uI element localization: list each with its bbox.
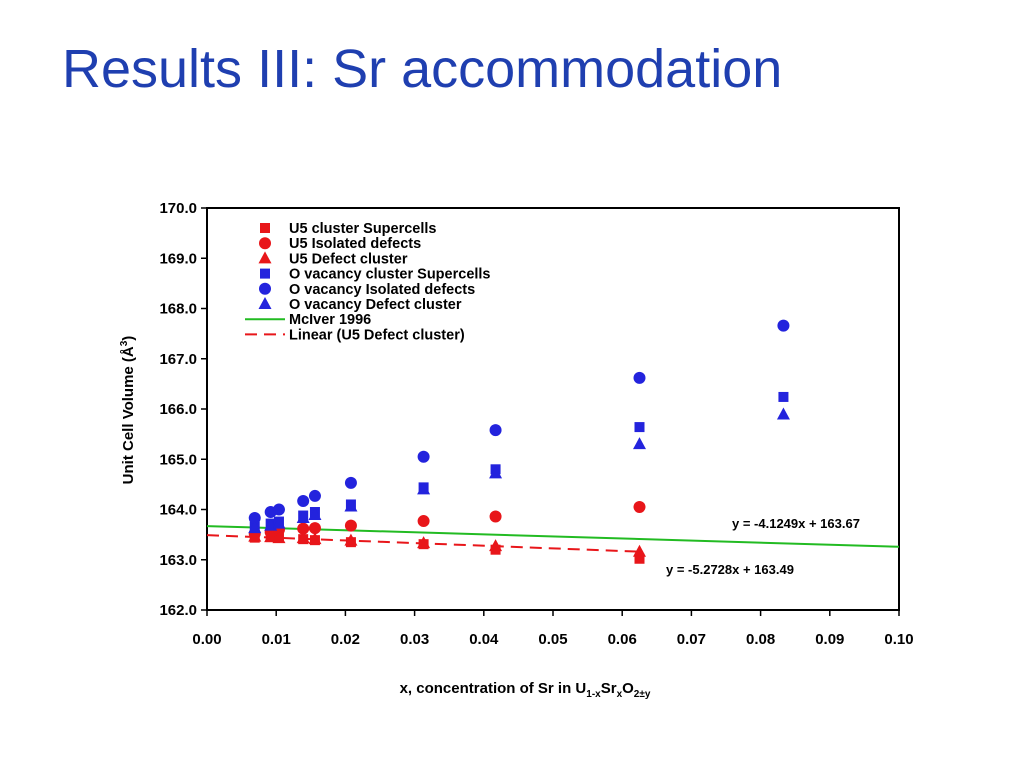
y-tick-label: 165.0 <box>159 451 197 468</box>
legend-marker <box>258 297 272 309</box>
point-o-vacancy-defect-cluster <box>296 511 310 524</box>
x-tick-label: 0.10 <box>884 631 913 648</box>
point-u5-isolated-defects <box>489 510 502 523</box>
x-tick-label: 0.09 <box>815 631 844 648</box>
x-axis: 0.00 0.01 0.02 0.03 0.04 0.05 0.06 0.07 0.08 0.09… <box>192 610 914 648</box>
x-tick-label: 0.02 <box>331 631 360 648</box>
x-tick-label: 0.08 <box>746 631 775 648</box>
y-axis: 162.0 163.0 164.0 165.0 166.0 167.0 168.0 169.0… <box>159 200 207 619</box>
point-u5-defect-cluster <box>489 539 503 552</box>
legend-marker <box>260 223 270 233</box>
x-tick-label: 0.06 <box>608 631 637 648</box>
point-u5-defect-cluster <box>633 544 646 557</box>
point-o-vacancy-isolated-defects <box>777 319 790 332</box>
point-o-vacancy-defect-cluster <box>344 499 358 512</box>
trend-line-mciver-1996 <box>206 525 900 548</box>
legend-marker <box>260 268 270 279</box>
y-tick-label: 162.0 <box>159 602 197 619</box>
point-u5-defect-cluster <box>264 530 278 543</box>
point-o-vacancy-isolated-defects <box>248 512 261 525</box>
point-u5-defect-cluster <box>308 532 322 545</box>
point-o-vacancy-isolated-defects <box>489 424 502 437</box>
point-u5-cluster-supercells <box>634 553 645 564</box>
point-u5-isolated-defects <box>633 500 646 513</box>
x-axis-label: x, concentration of Sr in U1-xSrxO2±y <box>400 680 651 700</box>
legend-label: McIver 1996 <box>289 312 371 328</box>
point-o-vacancy-defect-cluster <box>633 437 646 450</box>
x-tick-label: 0.05 <box>538 631 567 648</box>
x-tick-label: 0.03 <box>400 631 429 648</box>
y-tick-label: 168.0 <box>159 301 197 318</box>
point-o-vacancy-defect-cluster <box>272 516 286 529</box>
point-o-vacancy-isolated-defects <box>344 476 357 489</box>
point-o-vacancy-isolated-defects <box>297 494 310 507</box>
y-tick-label: 166.0 <box>159 401 197 418</box>
point-u5-isolated-defects <box>344 519 357 532</box>
legend-label: O vacancy Isolated defects <box>289 282 475 298</box>
x-tick-label: 0.07 <box>677 631 706 648</box>
point-u5-isolated-defects <box>297 522 310 535</box>
y-tick-label: 170.0 <box>159 200 197 217</box>
legend-label: O vacancy cluster Supercells <box>289 267 491 283</box>
point-o-vacancy-defect-cluster <box>776 407 790 420</box>
legend-marker <box>259 237 271 250</box>
y-tick-label: 167.0 <box>159 351 197 368</box>
point-u5-defect-cluster <box>344 533 358 546</box>
point-o-vacancy-defect-cluster <box>308 508 322 521</box>
x-tick-label: 0.00 <box>192 631 221 648</box>
point-o-vacancy-isolated-defects <box>272 503 285 516</box>
point-o-vacancy-isolated-defects <box>417 450 430 463</box>
legend-label: Linear (U5 Defect cluster) <box>289 327 465 343</box>
legend-label: U5 cluster Supercells <box>289 221 437 237</box>
legend-label: U5 Defect cluster <box>289 251 408 267</box>
point-o-vacancy-cluster-supercells <box>778 391 789 402</box>
legend-label: U5 Isolated defects <box>289 236 421 252</box>
point-o-vacancy-cluster-supercells <box>634 422 645 433</box>
y-tick-label: 169.0 <box>159 250 197 267</box>
point-o-vacancy-isolated-defects <box>633 371 646 384</box>
legend-label: O vacancy Defect cluster <box>289 297 462 313</box>
point-u5-defect-cluster <box>272 531 286 544</box>
point-o-vacancy-defect-cluster <box>417 482 431 495</box>
data-points <box>248 319 790 564</box>
point-o-vacancy-defect-cluster <box>248 521 262 534</box>
equation-annotation-u5-defect-cluster: y = -5.2728x + 163.49 <box>666 562 794 577</box>
point-u5-isolated-defects <box>417 515 430 528</box>
y-tick-label: 164.0 <box>159 502 197 519</box>
point-o-vacancy-isolated-defects <box>308 489 321 502</box>
point-u5-defect-cluster <box>248 529 262 542</box>
x-tick-label: 0.04 <box>469 631 499 648</box>
legend-marker <box>259 282 271 295</box>
point-u5-defect-cluster <box>296 531 310 544</box>
legend-marker <box>258 251 272 264</box>
slide-title: Results III: Sr accommodation <box>62 39 783 99</box>
point-u5-defect-cluster <box>417 536 431 549</box>
y-axis-label: Unit Cell Volume (Å3) <box>119 336 137 485</box>
point-o-vacancy-defect-cluster <box>489 466 503 479</box>
x-tick-label: 0.01 <box>262 631 291 648</box>
point-u5-isolated-defects <box>308 522 321 535</box>
y-tick-label: 163.0 <box>159 552 197 569</box>
equation-annotation-mciver: y = -4.1249x + 163.67 <box>732 516 860 531</box>
